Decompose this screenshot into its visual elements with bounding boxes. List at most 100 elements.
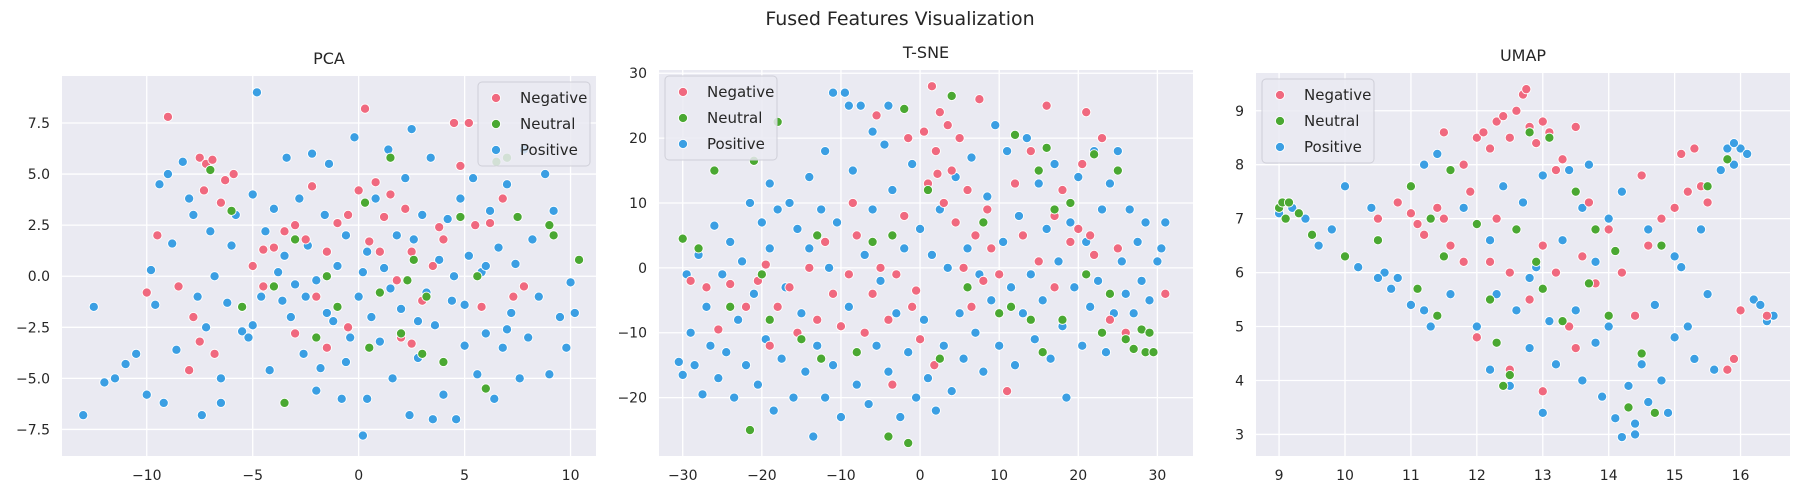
point-positive (1160, 217, 1171, 228)
point-positive (907, 159, 918, 170)
point-negative (1498, 111, 1509, 122)
point-negative (1057, 184, 1068, 196)
point-positive (387, 373, 398, 384)
point-positive (1458, 202, 1469, 213)
point-positive (480, 260, 491, 272)
point-positive (332, 260, 343, 272)
point-positive (141, 389, 152, 400)
legend-marker-neutral (677, 112, 689, 124)
x-tick-label: −10 (132, 468, 162, 484)
point-positive (673, 356, 684, 367)
point-neutral (764, 314, 775, 325)
point-neutral (1057, 314, 1068, 325)
point-positive (446, 295, 457, 306)
point-positive (677, 369, 688, 380)
legend-marker-neutral (490, 118, 502, 130)
point-positive (501, 179, 513, 190)
point-positive (998, 236, 1009, 247)
point-positive (1643, 397, 1654, 408)
point-positive (713, 373, 724, 384)
point-positive (942, 262, 953, 273)
panel-umap: 9 10 11 12 13 14 15 16 3 4 5 6 7 8 9 UMAP Negative Neutra… (1235, 46, 1790, 484)
point-positive (1300, 213, 1311, 224)
point-negative (406, 246, 417, 257)
point-neutral (1041, 142, 1052, 153)
point-neutral (1089, 149, 1100, 160)
legend: Negative Neutral Positive (664, 75, 778, 161)
point-negative (518, 281, 530, 292)
point-negative (1002, 386, 1013, 397)
point-positive (895, 412, 906, 423)
point-negative (194, 152, 205, 163)
point-positive (1405, 299, 1416, 311)
point-negative (306, 181, 318, 192)
point-positive (472, 369, 483, 380)
point-neutral (994, 308, 1005, 319)
point-positive (243, 332, 254, 343)
point-positive (812, 340, 823, 351)
point-positive (1498, 181, 1509, 192)
point-positive (1353, 262, 1364, 273)
point-positive (1676, 262, 1687, 273)
point-positive (1025, 269, 1036, 280)
legend-label-positive: Positive (707, 135, 765, 153)
point-neutral (934, 353, 945, 364)
point-positive (827, 87, 839, 98)
point-negative (1471, 332, 1482, 343)
point-neutral (1603, 310, 1614, 321)
x-tick-label: 30 (1148, 468, 1166, 484)
point-positive (721, 347, 732, 358)
y-tick-label: 30 (629, 66, 647, 82)
point-neutral (1445, 165, 1456, 176)
point-positive (150, 299, 161, 310)
point-negative (1682, 186, 1693, 197)
point-negative (899, 210, 910, 222)
point-neutral (480, 383, 491, 394)
point-positive (1742, 148, 1753, 159)
point-positive (527, 234, 538, 245)
point-negative (141, 287, 152, 298)
point-positive (1100, 347, 1112, 358)
point-positive (1557, 235, 1568, 246)
point-positive (1689, 353, 1700, 364)
point-neutral (385, 152, 396, 163)
point-positive (1002, 146, 1013, 157)
point-negative (1017, 230, 1028, 241)
point-positive (298, 348, 309, 359)
point-positive (300, 291, 311, 302)
point-positive (561, 342, 572, 353)
panels-group: −10 −5 0 5 10 −7.5 −5.0 −2.5 0.0 2.5 5.0 7.5 PCA Nega… (16, 43, 1790, 484)
point-negative (1077, 159, 1088, 170)
point-negative (1570, 121, 1581, 132)
point-neutral (1128, 343, 1139, 355)
point-positive (1537, 170, 1548, 181)
points-group (673, 81, 1171, 449)
point-positive (109, 373, 121, 384)
point-negative (1537, 116, 1548, 127)
point-negative (1524, 294, 1535, 305)
point-positive (408, 234, 419, 245)
point-negative (300, 234, 311, 245)
point-positive (970, 327, 981, 338)
point-positive (1564, 165, 1575, 176)
point-negative (370, 177, 381, 188)
legend-marker-positive (490, 144, 502, 156)
legend-label-positive: Positive (520, 141, 578, 159)
point-negative (942, 120, 953, 131)
point-neutral (1491, 337, 1502, 348)
point-positive (493, 242, 504, 253)
point-positive (1445, 289, 1456, 300)
point-positive (484, 205, 496, 216)
point-positive (349, 132, 360, 143)
point-negative (463, 117, 474, 129)
point-positive (756, 217, 767, 228)
point-positive (768, 405, 779, 416)
point-positive (831, 217, 843, 228)
point-negative (353, 185, 364, 196)
point-positive (1419, 159, 1430, 170)
point-positive (427, 414, 438, 425)
point-positive (277, 295, 288, 306)
point-neutral (311, 332, 322, 343)
point-negative (867, 288, 878, 299)
point-positive (1386, 283, 1397, 294)
